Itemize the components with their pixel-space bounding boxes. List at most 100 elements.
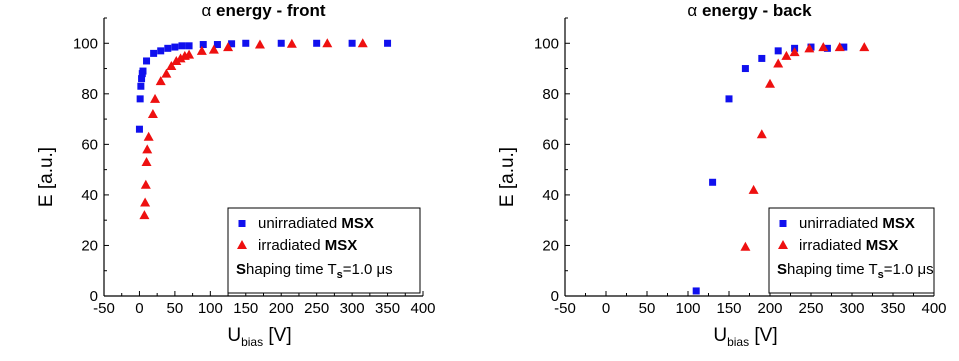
data-point-triangle <box>322 38 333 48</box>
y-tick-label: 100 <box>534 35 559 52</box>
x-tick-label: 300 <box>839 300 864 317</box>
data-point-square <box>150 49 158 57</box>
data-point-triangle <box>184 49 195 59</box>
data-point-square <box>171 43 179 51</box>
data-point-triangle <box>223 42 234 52</box>
x-tick-label: 250 <box>304 300 329 317</box>
data-point-square <box>143 57 151 65</box>
y-tick-label: 100 <box>73 35 98 52</box>
data-point-square <box>692 287 700 295</box>
x-tick-label: 50 <box>639 300 656 317</box>
y-axis-title: E [a.u.] <box>36 147 57 207</box>
series-triangle <box>139 38 368 220</box>
data-point-triangle <box>804 43 815 53</box>
legend-marker-triangle <box>778 240 788 249</box>
x-axis-title: Ubias [V] <box>713 325 777 349</box>
x-tick-label: 400 <box>410 300 435 317</box>
data-point-square <box>348 39 356 47</box>
data-point-triangle <box>139 210 150 220</box>
data-point-triangle <box>756 129 767 139</box>
data-point-triangle <box>142 144 153 154</box>
data-point-square <box>741 65 749 73</box>
data-point-square <box>135 125 143 133</box>
data-point-square <box>725 95 733 103</box>
data-point-square <box>313 39 321 47</box>
y-tick-label: 0 <box>90 288 98 305</box>
series-triangle <box>740 42 870 251</box>
y-tick-label: 80 <box>81 86 98 103</box>
data-point-triangle <box>166 61 177 71</box>
data-point-triangle <box>818 42 829 52</box>
y-tick-label: 20 <box>81 237 98 254</box>
legend-entry: irradiated MSX <box>799 237 898 254</box>
chart-title: α energy - back <box>687 1 812 20</box>
legend-entry: unirradiated MSX <box>799 215 915 232</box>
data-point-square <box>774 47 782 55</box>
data-point-square <box>384 39 392 47</box>
data-point-square <box>185 42 193 50</box>
x-tick-label: 200 <box>269 300 294 317</box>
x-tick-label: 250 <box>798 300 823 317</box>
data-point-triangle <box>286 38 297 48</box>
x-tick-label: 50 <box>167 300 184 317</box>
data-point-square <box>228 40 236 48</box>
data-point-square <box>242 39 250 47</box>
chart-back: -50 0 50 100 150 200 250 300 350 400020406080100α… <box>497 1 947 349</box>
data-point-square <box>709 178 717 186</box>
legend-marker-square <box>779 220 787 227</box>
data-point-triangle <box>208 44 219 54</box>
data-point-square <box>136 95 144 103</box>
data-point-triangle <box>748 184 759 194</box>
data-point-triangle <box>789 47 800 57</box>
legend: unirradiated MSX irradiated MSX Shaping ti… <box>227 207 421 294</box>
x-tick-label: 150 <box>233 300 258 317</box>
data-point-triangle <box>175 53 186 63</box>
data-point-triangle <box>147 109 158 119</box>
x-tick-label: 150 <box>716 300 741 317</box>
y-axis-title: E [a.u.] <box>497 147 518 207</box>
data-point-triangle <box>171 55 182 65</box>
data-point-square <box>157 47 165 55</box>
data-point-triangle <box>140 179 151 189</box>
legend-marker-triangle <box>237 240 247 249</box>
legend-box <box>768 207 935 294</box>
data-point-triangle <box>357 38 368 48</box>
y-tick-label: 20 <box>542 237 559 254</box>
data-point-triangle <box>141 157 152 167</box>
legend: unirradiated MSX irradiated MSX Shaping ti… <box>768 207 935 294</box>
x-tick-label: 200 <box>757 300 782 317</box>
x-tick-label: 300 <box>340 300 365 317</box>
data-point-square <box>277 39 285 47</box>
x-tick-label: 100 <box>675 300 700 317</box>
data-point-square <box>199 41 207 49</box>
x-tick-label: 0 <box>602 300 610 317</box>
data-point-square <box>840 43 848 51</box>
data-point-square <box>139 67 147 75</box>
y-tick-label: 40 <box>542 187 559 204</box>
legend-note: Shaping time Ts=1.0 μs <box>777 261 934 281</box>
data-point-triangle <box>196 45 207 55</box>
y-tick-label: 40 <box>81 187 98 204</box>
y-tick-label: 80 <box>542 86 559 103</box>
x-tick-label: 0 <box>135 300 143 317</box>
legend-box <box>227 207 421 294</box>
data-point-square <box>137 82 145 90</box>
x-tick-label: -50 <box>93 300 115 317</box>
chart-title: α energy - front <box>201 1 325 20</box>
data-point-triangle <box>781 50 792 60</box>
y-tick-label: 60 <box>542 136 559 153</box>
data-point-triangle <box>834 42 845 52</box>
chart-front: -50 0 50 100 150 200 250 300 350 400020406080100α… <box>36 1 436 349</box>
data-point-triangle <box>773 58 784 68</box>
data-point-triangle <box>150 93 161 103</box>
data-point-triangle <box>140 197 151 207</box>
data-point-square <box>178 42 186 50</box>
x-tick-label: 400 <box>921 300 946 317</box>
data-point-triangle <box>155 76 166 86</box>
legend-note: Shaping time Ts=1.0 μs <box>236 261 393 281</box>
series-square <box>135 39 392 133</box>
x-tick-label: 350 <box>880 300 905 317</box>
data-point-square <box>138 75 146 83</box>
